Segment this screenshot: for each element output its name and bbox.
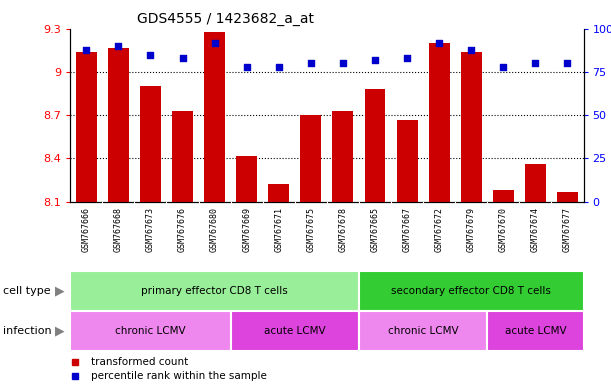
Text: GSM767673: GSM767673 [146, 207, 155, 252]
Text: primary effector CD8 T cells: primary effector CD8 T cells [141, 286, 288, 296]
Text: chronic LCMV: chronic LCMV [115, 326, 186, 336]
Text: cell type: cell type [3, 286, 51, 296]
Point [210, 40, 219, 46]
Bar [268, 184, 289, 202]
Text: GSM767667: GSM767667 [403, 207, 412, 252]
Point [402, 55, 412, 61]
Text: GSM767668: GSM767668 [114, 207, 123, 252]
Point [114, 43, 123, 49]
Point [338, 60, 348, 66]
Bar [359, 271, 584, 311]
Point [563, 60, 573, 66]
Text: GSM767675: GSM767675 [306, 207, 315, 252]
Text: GSM767665: GSM767665 [370, 207, 379, 252]
Text: GSM767669: GSM767669 [242, 207, 251, 252]
Bar [332, 111, 353, 202]
Text: ▶: ▶ [54, 285, 64, 297]
Bar [70, 311, 231, 351]
Text: GSM767677: GSM767677 [563, 207, 572, 252]
Bar [70, 271, 359, 311]
Bar [76, 52, 97, 202]
Text: GDS4555 / 1423682_a_at: GDS4555 / 1423682_a_at [137, 12, 314, 26]
Bar [461, 52, 481, 202]
Bar [557, 192, 578, 202]
Text: infection: infection [3, 326, 52, 336]
Bar [140, 86, 161, 202]
Bar [429, 43, 450, 202]
Text: GSM767671: GSM767671 [274, 207, 284, 252]
Text: acute LCMV: acute LCMV [264, 326, 326, 336]
Bar [488, 311, 584, 351]
Point [306, 60, 316, 66]
Point [434, 40, 444, 46]
Text: secondary effector CD8 T cells: secondary effector CD8 T cells [391, 286, 551, 296]
Bar [236, 156, 257, 202]
Bar [397, 119, 417, 202]
Point [466, 46, 476, 53]
Text: GSM767679: GSM767679 [467, 207, 476, 252]
Text: GSM767670: GSM767670 [499, 207, 508, 252]
Text: ▶: ▶ [54, 325, 64, 338]
Bar [525, 164, 546, 202]
Point [530, 60, 540, 66]
Bar [365, 89, 386, 202]
Text: percentile rank within the sample: percentile rank within the sample [91, 371, 266, 381]
Text: GSM767672: GSM767672 [434, 207, 444, 252]
Bar [493, 190, 514, 202]
Point [178, 55, 188, 61]
Text: GSM767674: GSM767674 [531, 207, 540, 252]
Bar [108, 48, 129, 202]
Point [81, 46, 91, 53]
Point [274, 64, 284, 70]
Bar [301, 115, 321, 202]
Bar [231, 311, 359, 351]
Text: chronic LCMV: chronic LCMV [388, 326, 458, 336]
Point [242, 64, 252, 70]
Text: transformed count: transformed count [91, 357, 188, 367]
Bar [204, 32, 225, 202]
Text: acute LCMV: acute LCMV [505, 326, 566, 336]
Bar [172, 111, 193, 202]
Text: GSM767666: GSM767666 [82, 207, 91, 252]
Text: GSM767680: GSM767680 [210, 207, 219, 252]
Point [370, 57, 380, 63]
Text: GSM767676: GSM767676 [178, 207, 187, 252]
Point [499, 64, 508, 70]
Bar [359, 311, 488, 351]
Point [145, 51, 155, 58]
Text: GSM767678: GSM767678 [338, 207, 348, 252]
